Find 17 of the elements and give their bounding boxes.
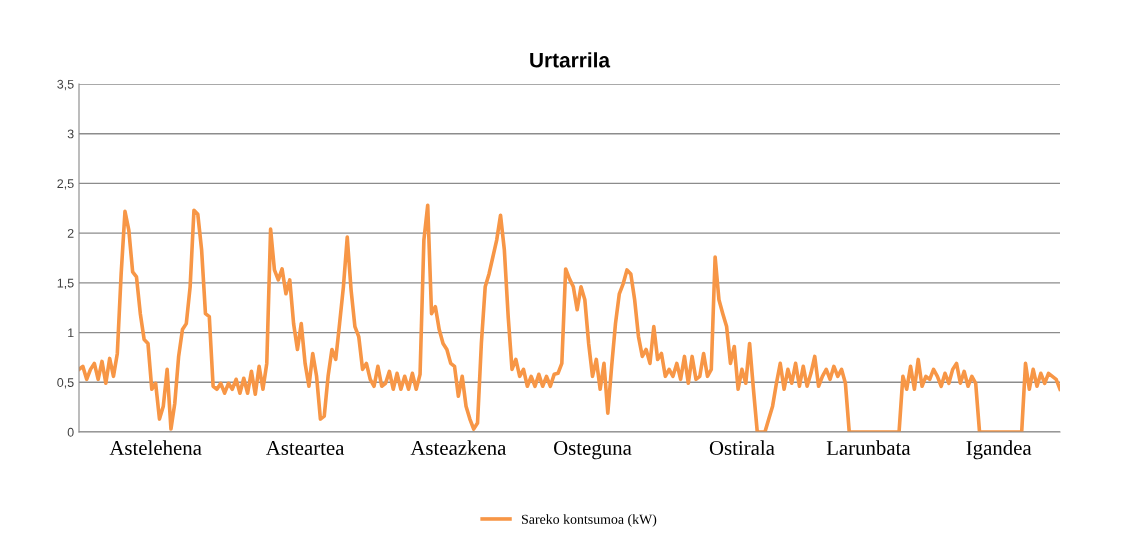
x-tick-label: Astelehena <box>109 440 202 455</box>
y-tick-label: 2 <box>67 228 74 238</box>
x-tick-label: Ostirala <box>709 440 775 455</box>
y-tick-label: 0 <box>67 427 74 437</box>
chart-title: Urtarrila <box>530 52 611 68</box>
x-tick-label: Asteazkena <box>410 440 507 455</box>
legend-label: Sareko kontsumoa (kW) <box>521 514 657 527</box>
y-tick-label: 3 <box>67 129 74 139</box>
y-tick-label: 1 <box>68 328 74 338</box>
y-tick-label: 2,5 <box>57 179 74 190</box>
x-tick-label: Igandea <box>966 440 1032 460</box>
y-tick-label: 3,5 <box>57 79 74 91</box>
x-tick-label: Osteguna <box>554 440 632 460</box>
y-tick-label: 1,5 <box>57 278 74 289</box>
x-tick-label: Asteartea <box>265 441 345 455</box>
x-tick-label: Larunbata <box>826 440 911 455</box>
y-tick-label: 0,5 <box>57 378 74 389</box>
